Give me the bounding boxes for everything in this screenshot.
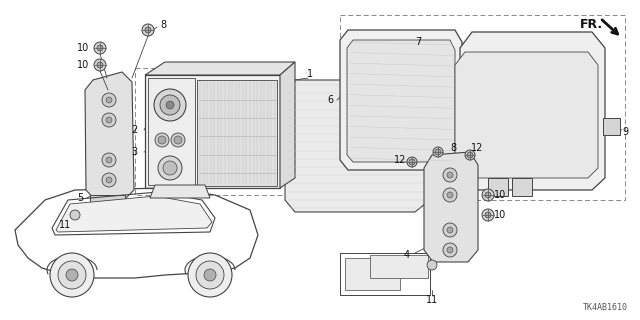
Circle shape bbox=[70, 210, 80, 220]
Circle shape bbox=[94, 59, 106, 71]
Polygon shape bbox=[150, 185, 210, 198]
Text: 11: 11 bbox=[59, 220, 71, 230]
Text: 7: 7 bbox=[415, 37, 421, 47]
Circle shape bbox=[102, 113, 116, 127]
Circle shape bbox=[154, 89, 186, 121]
Circle shape bbox=[427, 260, 437, 270]
Circle shape bbox=[482, 189, 494, 201]
Text: 8: 8 bbox=[160, 20, 166, 30]
Text: 6: 6 bbox=[327, 95, 333, 105]
Polygon shape bbox=[512, 178, 532, 196]
Text: 11: 11 bbox=[426, 295, 438, 305]
Polygon shape bbox=[90, 195, 125, 215]
Circle shape bbox=[58, 261, 86, 289]
Circle shape bbox=[97, 45, 103, 51]
Circle shape bbox=[443, 223, 457, 237]
Circle shape bbox=[407, 157, 417, 167]
Text: 3: 3 bbox=[131, 147, 137, 157]
Circle shape bbox=[160, 95, 180, 115]
Text: 10: 10 bbox=[494, 210, 506, 220]
Circle shape bbox=[102, 93, 116, 107]
Circle shape bbox=[106, 117, 112, 123]
Circle shape bbox=[447, 172, 453, 178]
Circle shape bbox=[443, 168, 457, 182]
Text: 8: 8 bbox=[450, 143, 456, 153]
Circle shape bbox=[166, 101, 174, 109]
Circle shape bbox=[94, 42, 106, 54]
Circle shape bbox=[433, 147, 443, 157]
Text: FR.: FR. bbox=[580, 18, 603, 31]
Circle shape bbox=[447, 247, 453, 253]
Polygon shape bbox=[603, 118, 620, 135]
Polygon shape bbox=[56, 196, 212, 232]
Polygon shape bbox=[455, 52, 598, 178]
Circle shape bbox=[145, 27, 151, 33]
Polygon shape bbox=[340, 30, 462, 170]
Text: 1: 1 bbox=[307, 69, 313, 79]
Circle shape bbox=[106, 177, 112, 183]
Polygon shape bbox=[145, 75, 280, 188]
Circle shape bbox=[443, 243, 457, 257]
Polygon shape bbox=[460, 32, 605, 190]
Circle shape bbox=[204, 269, 216, 281]
Circle shape bbox=[102, 153, 116, 167]
Circle shape bbox=[435, 149, 441, 155]
Circle shape bbox=[158, 156, 182, 180]
Circle shape bbox=[465, 150, 475, 160]
Circle shape bbox=[106, 157, 112, 163]
Circle shape bbox=[97, 62, 103, 68]
Polygon shape bbox=[345, 258, 400, 290]
Circle shape bbox=[482, 209, 494, 221]
Polygon shape bbox=[370, 255, 428, 278]
Text: 12: 12 bbox=[471, 143, 483, 153]
Circle shape bbox=[174, 136, 182, 144]
Text: 12: 12 bbox=[394, 155, 406, 165]
Circle shape bbox=[447, 227, 453, 233]
Circle shape bbox=[102, 173, 116, 187]
Circle shape bbox=[188, 253, 232, 297]
Circle shape bbox=[158, 136, 166, 144]
Polygon shape bbox=[285, 80, 430, 212]
Circle shape bbox=[485, 192, 491, 198]
Circle shape bbox=[66, 269, 78, 281]
Circle shape bbox=[163, 161, 177, 175]
Text: 2: 2 bbox=[131, 125, 137, 135]
Polygon shape bbox=[148, 78, 195, 185]
Text: TK4AB1610: TK4AB1610 bbox=[583, 303, 628, 312]
Polygon shape bbox=[280, 62, 295, 188]
Text: 10: 10 bbox=[77, 60, 89, 70]
Circle shape bbox=[467, 152, 473, 158]
Polygon shape bbox=[488, 178, 508, 196]
Circle shape bbox=[106, 97, 112, 103]
Circle shape bbox=[409, 159, 415, 165]
Circle shape bbox=[155, 133, 169, 147]
Text: 9: 9 bbox=[622, 127, 628, 137]
Text: 4: 4 bbox=[404, 250, 410, 260]
Circle shape bbox=[485, 212, 491, 218]
Circle shape bbox=[196, 261, 224, 289]
Polygon shape bbox=[85, 72, 134, 200]
Polygon shape bbox=[347, 40, 455, 162]
Polygon shape bbox=[197, 80, 277, 186]
Circle shape bbox=[443, 188, 457, 202]
Circle shape bbox=[447, 192, 453, 198]
Polygon shape bbox=[424, 152, 478, 262]
Circle shape bbox=[171, 133, 185, 147]
Text: 5: 5 bbox=[77, 193, 83, 203]
Circle shape bbox=[142, 24, 154, 36]
Polygon shape bbox=[145, 62, 295, 75]
Circle shape bbox=[50, 253, 94, 297]
Text: 10: 10 bbox=[494, 190, 506, 200]
Text: 10: 10 bbox=[77, 43, 89, 53]
